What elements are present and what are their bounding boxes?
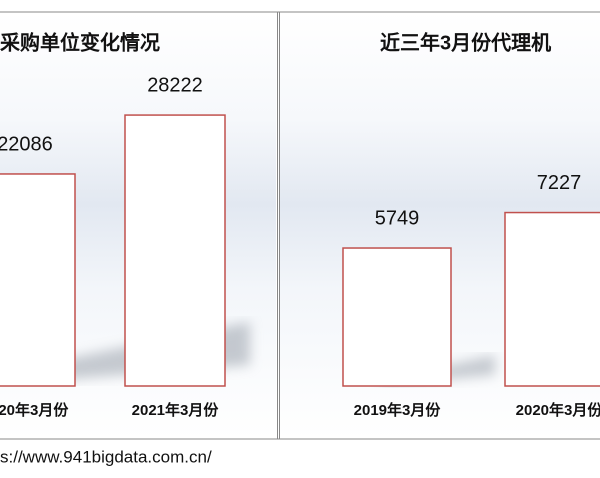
- value-label: 7227: [537, 172, 582, 194]
- x-tick-label: 2019年3月份: [354, 401, 442, 419]
- x-tick-label: 2020年3月份: [516, 401, 600, 419]
- value-label: 22086: [0, 133, 53, 155]
- value-label: 28222: [147, 74, 203, 96]
- footer-url: s://www.941bigdata.com.cn/: [0, 447, 212, 466]
- x-tick-label: 2021年3月份: [132, 401, 220, 419]
- chart-right: 近三年3月份代理机 5749 2019年3月份 7227 2020年3月份: [342, 30, 600, 419]
- bar: [0, 173, 76, 387]
- x-tick-label: 2020年3月份: [0, 401, 69, 419]
- chart-title: 近三年3月份代理机: [380, 30, 551, 54]
- value-label: 5749: [375, 207, 420, 229]
- bar: [504, 211, 600, 387]
- chart-title: 采购单位变化情况: [0, 30, 160, 54]
- chart-left: 采购单位变化情况 22086 2020年3月份 28222 2021年3月份: [0, 30, 250, 419]
- bar: [342, 247, 452, 387]
- bar: [124, 114, 226, 387]
